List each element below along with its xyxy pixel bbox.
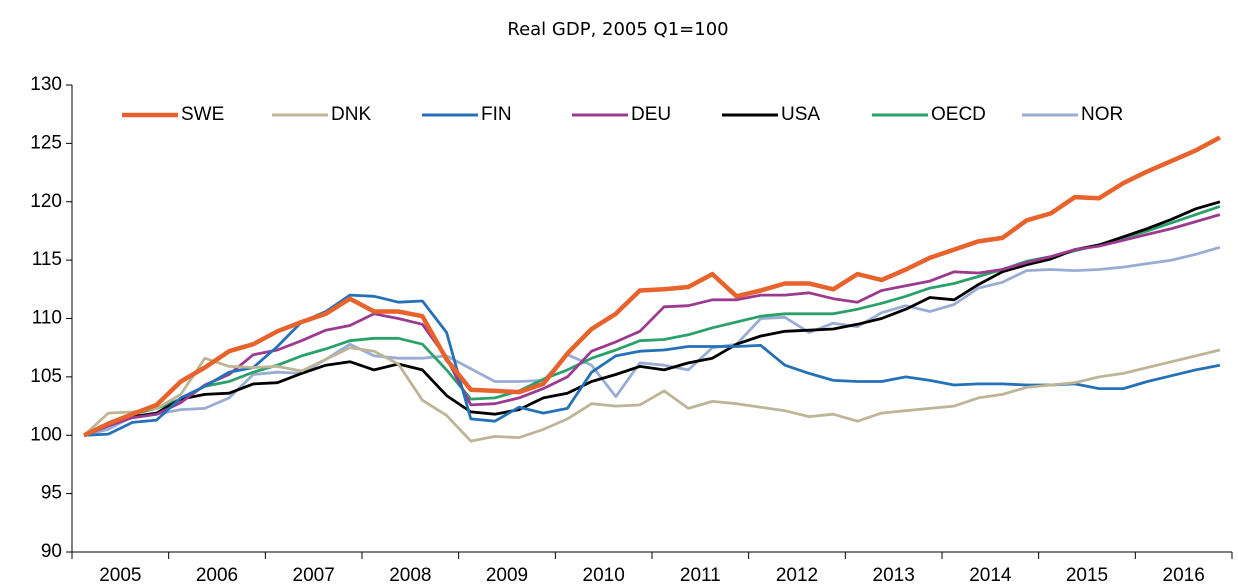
series-line [83, 135, 1221, 438]
x-tick-label: 2012 [776, 565, 818, 586]
x-tick-label: 2016 [1163, 565, 1205, 586]
x-tick-label: 2010 [583, 565, 625, 586]
legend-label: FIN [481, 104, 512, 125]
legend-label: SWE [181, 104, 224, 125]
y-tick-label: 90 [41, 541, 62, 562]
y-tick-label: 105 [30, 366, 62, 387]
legend-label: USA [781, 104, 820, 125]
legend-label: DNK [331, 104, 371, 125]
x-tick-label: 2015 [1066, 565, 1108, 586]
series-line [83, 245, 1221, 437]
x-tick-label: 2007 [293, 565, 335, 586]
x-tick-label: 2009 [486, 565, 528, 586]
y-tick-label: 125 [30, 132, 62, 153]
legend-label: NOR [1081, 104, 1123, 125]
y-tick-label: 100 [30, 424, 62, 445]
x-tick-label: 2006 [196, 565, 238, 586]
y-tick-label: 120 [30, 191, 62, 212]
series-line [83, 213, 1221, 437]
y-tick-label: 130 [30, 74, 62, 95]
x-tick-label: 2005 [99, 565, 141, 586]
series-line [84, 293, 1221, 437]
x-tick-label: 2011 [680, 565, 721, 586]
x-tick-label: 2014 [969, 565, 1012, 586]
y-tick-label: 95 [41, 483, 62, 504]
y-tick-label: 115 [32, 249, 62, 270]
series-line [83, 200, 1221, 437]
legend-label: DEU [631, 104, 671, 125]
x-tick-label: 2013 [873, 565, 915, 586]
y-tick-label: 110 [32, 308, 62, 329]
chart-title: Real GDP, 2005 Q1=100 [507, 19, 728, 40]
legend-label: OECD [931, 104, 986, 125]
x-tick-label: 2008 [389, 565, 431, 586]
series-line [83, 346, 1221, 443]
